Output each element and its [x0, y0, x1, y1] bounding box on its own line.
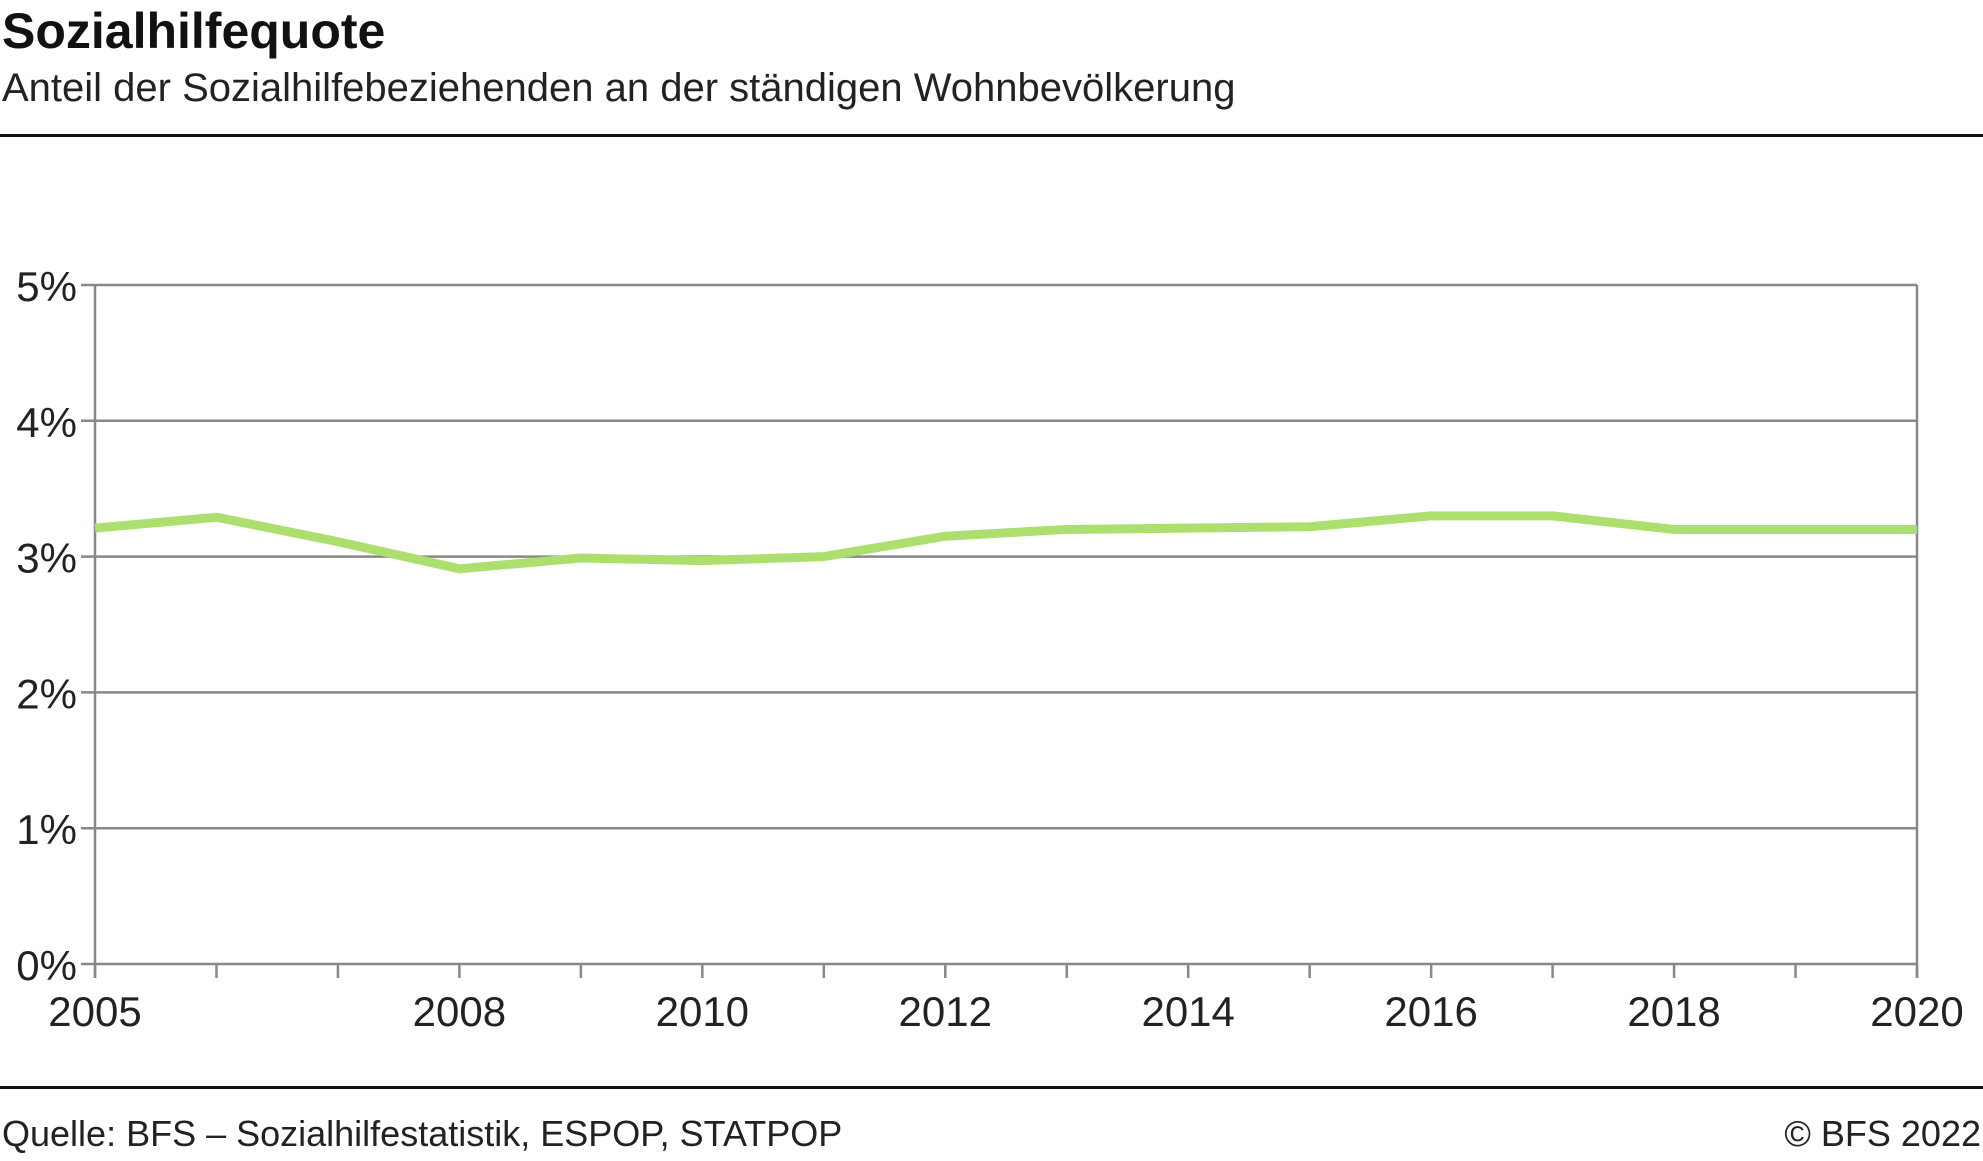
x-tick-label: 2005	[48, 988, 141, 1035]
chart-title: Sozialhilfequote	[2, 3, 386, 59]
data-point	[1430, 515, 1432, 517]
data-point	[580, 557, 582, 559]
data-point	[337, 541, 339, 543]
data-point	[215, 516, 217, 518]
x-tick-label: 2020	[1870, 988, 1963, 1035]
x-tick-label: 2018	[1627, 988, 1720, 1035]
data-point	[1552, 515, 1554, 517]
data-point	[1066, 528, 1068, 530]
data-point	[944, 535, 946, 537]
data-point	[94, 527, 96, 529]
data-point	[1187, 527, 1189, 529]
x-tick-label: 2008	[413, 988, 506, 1035]
data-point	[1916, 528, 1918, 530]
x-tick-label: 2014	[1141, 988, 1234, 1035]
data-point	[823, 556, 825, 558]
chart-subtitle: Anteil der Sozialhilfebeziehenden an der…	[2, 66, 1236, 110]
copyright: © BFS 2022	[1784, 1113, 1981, 1154]
data-point	[701, 560, 703, 562]
y-tick-label: 5%	[16, 263, 77, 310]
series-line	[94, 511, 1917, 574]
x-tick-label: 2010	[656, 988, 749, 1035]
x-tick-label: 2012	[899, 988, 992, 1035]
source-note: Quelle: BFS – Sozialhilfestatistik, ESPO…	[2, 1113, 843, 1154]
y-tick-label: 4%	[16, 399, 77, 446]
header-rule	[0, 134, 1983, 137]
data-point	[458, 568, 460, 570]
y-tick-label: 1%	[16, 806, 77, 853]
data-point	[1673, 528, 1675, 530]
y-tick-label: 0%	[16, 942, 77, 989]
data-point	[1309, 526, 1311, 528]
y-tick-label: 3%	[16, 535, 77, 582]
footer-rule	[0, 1086, 1983, 1089]
y-tick-label: 2%	[16, 670, 77, 717]
x-tick-label: 2016	[1384, 988, 1477, 1035]
data-point	[1795, 528, 1797, 530]
